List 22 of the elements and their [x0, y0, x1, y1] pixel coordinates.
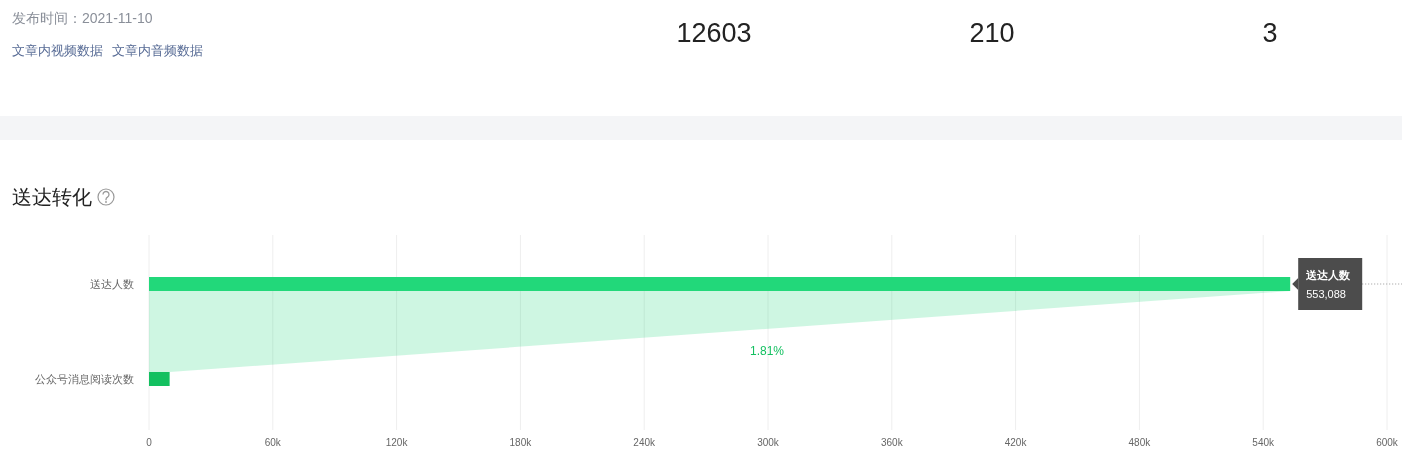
- x-tick-label: 240k: [633, 437, 657, 448]
- text: 文章内音频数据: [112, 43, 203, 58]
- x-tick-label: 0: [146, 437, 153, 448]
- chart-title: 送达转化: [12, 186, 92, 208]
- x-tick-label: 180k: [509, 437, 533, 448]
- x-tick-label: 360k: [880, 437, 904, 448]
- text: 210: [969, 18, 1015, 48]
- category-label: 送达人数: [1306, 269, 1351, 281]
- x-tick-label: 300k: [757, 437, 780, 448]
- text: 12603: [676, 18, 752, 48]
- x-tick-label: 60k: [264, 437, 282, 448]
- text: 发布时间：2021-11-10: [12, 10, 153, 26]
- text: 3: [1262, 18, 1278, 48]
- y-tick-label: 公众号消息阅读次数: [35, 373, 134, 385]
- x-tick-label: 420k: [1004, 437, 1028, 448]
- x-tick-label: 540k: [1252, 437, 1276, 448]
- x-tick-label: 480k: [1128, 437, 1152, 448]
- data-label: 553,088: [1306, 288, 1346, 300]
- x-tick-label: 120k: [385, 437, 409, 448]
- text: 文章内视频数据: [12, 43, 103, 58]
- x-tick-label: 600k: [1376, 437, 1399, 448]
- annotation: 1.81%: [749, 344, 785, 358]
